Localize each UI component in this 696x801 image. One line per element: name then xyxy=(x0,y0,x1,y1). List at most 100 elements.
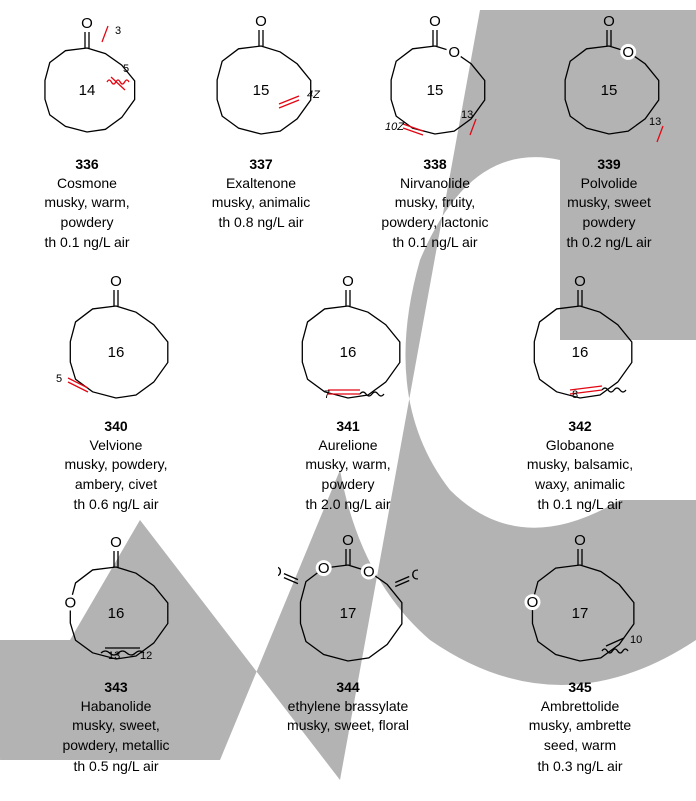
svg-text:O: O xyxy=(527,594,539,611)
compound-descriptor: powdery xyxy=(322,475,375,493)
compound-descriptor: musky, sweet xyxy=(567,193,651,211)
svg-text:O: O xyxy=(318,560,330,577)
compound-number: 339 xyxy=(597,156,620,172)
compound-descriptor: waxy, animalic xyxy=(535,475,625,493)
svg-text:12: 12 xyxy=(140,650,152,662)
structure-diagram: O 14 3 5 xyxy=(17,10,157,150)
svg-text:5: 5 xyxy=(123,63,129,75)
structure-diagram: O 15 4Z xyxy=(191,10,331,150)
svg-text:O: O xyxy=(574,533,586,549)
compound-threshold: th 0.1 ng/L air xyxy=(537,495,622,513)
svg-text:8: 8 xyxy=(572,389,578,401)
structure-diagram: OOOOO17 xyxy=(278,533,418,673)
compound-descriptor: powdery xyxy=(583,213,636,231)
compound-number: 337 xyxy=(249,156,272,172)
compound-threshold: th 0.5 ng/L air xyxy=(73,757,158,775)
compound-name: Velvione xyxy=(90,437,143,453)
compound-descriptor: musky, fruity, xyxy=(395,193,475,211)
svg-text:O: O xyxy=(110,534,122,551)
compound-name: Nirvanolide xyxy=(400,175,470,191)
compound-number: 340 xyxy=(104,418,127,434)
structure-diagram: OO1710 xyxy=(510,533,650,673)
svg-text:15: 15 xyxy=(427,82,444,99)
compound-descriptor: powdery, lactonic xyxy=(381,213,488,231)
compound-descriptor: musky, warm, xyxy=(305,455,390,473)
compound-threshold: th 0.1 ng/L air xyxy=(392,233,477,251)
svg-text:15: 15 xyxy=(253,82,270,99)
compound-338: OO 15 10Z 13 338 Nirvanolide musky, fruity, pow… xyxy=(350,10,520,252)
compound-number: 343 xyxy=(104,679,127,695)
svg-text:O: O xyxy=(342,533,354,549)
svg-text:4Z: 4Z xyxy=(307,89,321,101)
compound-336: O1435336Cosmonemusky, warm,powderyth 0.1… xyxy=(2,10,172,252)
compound-337: O 15 4Z 337 Exaltenone musky, animalic th 0.8 … xyxy=(176,10,346,231)
compound-descriptor: powdery, metallic xyxy=(62,736,169,754)
svg-text:15: 15 xyxy=(601,82,618,99)
structure-diagram: O 16 8 xyxy=(510,272,650,412)
compound-descriptor: ambery, civet xyxy=(75,475,157,493)
svg-text:O: O xyxy=(81,15,93,32)
structure-diagram: O167 xyxy=(278,272,418,412)
compound-name: Polvolide xyxy=(581,175,638,191)
compound-name: Exaltenone xyxy=(226,175,296,191)
compound-descriptor: musky, warm, xyxy=(44,193,129,211)
compound-name: ethylene brassylate xyxy=(288,698,409,714)
svg-text:O: O xyxy=(448,44,460,61)
svg-text:10: 10 xyxy=(630,634,642,646)
svg-text:3: 3 xyxy=(115,25,121,37)
svg-text:O: O xyxy=(622,44,634,61)
compound-descriptor: musky, sweet, floral xyxy=(287,716,409,734)
svg-text:16: 16 xyxy=(572,344,589,361)
svg-text:O: O xyxy=(64,595,76,612)
svg-text:16: 16 xyxy=(108,344,125,361)
svg-text:13: 13 xyxy=(108,650,120,662)
svg-text:O: O xyxy=(342,273,354,290)
compound-threshold: th 0.2 ng/L air xyxy=(566,233,651,251)
svg-text:16: 16 xyxy=(108,605,125,622)
structure-diagram: OO 15 10Z 13 xyxy=(365,10,505,150)
svg-text:10Z: 10Z xyxy=(385,121,405,133)
compound-name: Habanolide xyxy=(81,698,152,714)
compound-name: Aurelione xyxy=(318,437,377,453)
compound-row: OO161312343Habanolidemusky, sweet,powder… xyxy=(0,523,696,785)
compound-number: 344 xyxy=(336,679,359,695)
compound-number: 338 xyxy=(423,156,446,172)
compound-row: O165340Velvionemusky, powdery,ambery, ci… xyxy=(0,262,696,524)
svg-text:17: 17 xyxy=(340,605,357,622)
compound-name: Cosmone xyxy=(57,175,117,191)
compound-descriptor: musky, animalic xyxy=(212,193,311,211)
svg-text:O: O xyxy=(363,564,375,581)
compound-number: 342 xyxy=(568,418,591,434)
compound-threshold: th 0.1 ng/L air xyxy=(44,233,129,251)
svg-text:16: 16 xyxy=(340,344,357,361)
compound-number: 345 xyxy=(568,679,591,695)
compound-row: O1435336Cosmonemusky, warm,powderyth 0.1… xyxy=(0,0,696,262)
compound-number: 341 xyxy=(336,418,359,434)
compound-descriptor: powdery xyxy=(61,213,114,231)
compound-341: O167341Aurelionemusky, warm,powderyth 2.… xyxy=(263,272,433,514)
compound-descriptor: musky, ambrette xyxy=(529,716,631,734)
svg-text:13: 13 xyxy=(461,109,473,121)
svg-text:14: 14 xyxy=(79,82,96,99)
compound-340: O165340Velvionemusky, powdery,ambery, ci… xyxy=(31,272,201,514)
compound-345: OO1710345Ambrettolidemusky, ambretteseed… xyxy=(495,533,665,775)
compound-342: O168342Globanonemusky, balsamic,waxy, an… xyxy=(495,272,665,514)
svg-text:O: O xyxy=(110,273,122,290)
compound-descriptor: seed, warm xyxy=(544,736,616,754)
structure-diagram: O165 xyxy=(46,272,186,412)
compound-name: Globanone xyxy=(546,437,615,453)
compound-name: Ambrettolide xyxy=(541,698,620,714)
svg-text:O: O xyxy=(574,273,586,290)
compound-threshold: th 0.6 ng/L air xyxy=(73,495,158,513)
compound-threshold: th 0.3 ng/L air xyxy=(537,757,622,775)
compound-descriptor: musky, sweet, xyxy=(72,716,160,734)
svg-text:O: O xyxy=(603,13,615,30)
compound-344: OOOOO17344ethylene brassylatemusky, swee… xyxy=(263,533,433,736)
structure-diagram: OO 15 13 xyxy=(539,10,679,150)
svg-text:13: 13 xyxy=(649,116,661,128)
svg-text:O: O xyxy=(255,13,267,30)
compound-339: OO 15 13 339 Polvolide musky, sweet powdery th … xyxy=(524,10,694,252)
svg-text:O: O xyxy=(429,13,441,30)
svg-text:O: O xyxy=(411,567,418,584)
compound-threshold: th 0.8 ng/L air xyxy=(218,213,303,231)
